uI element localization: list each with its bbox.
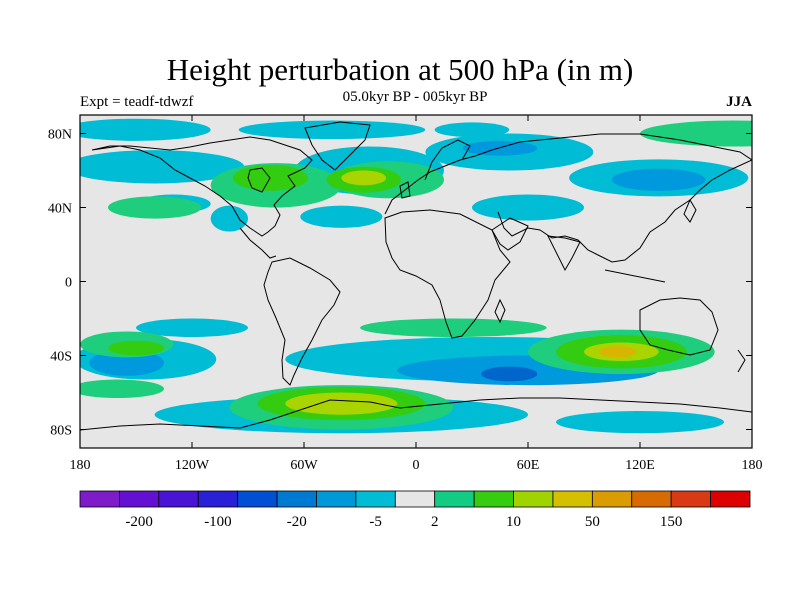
lon-tick-label: 180	[742, 458, 763, 473]
coastline-new-zealand	[737, 349, 746, 373]
coastline-central-america	[239, 227, 277, 259]
colorbar-swatch-5	[276, 490, 317, 508]
contour-band-19	[462, 140, 538, 156]
coastline-asia	[491, 133, 752, 263]
colorbar-label: -100	[204, 514, 232, 530]
experiment-label: Expt = teadf-tdwzf	[80, 94, 194, 110]
lon-tick-label: 0	[413, 458, 420, 473]
contour-band-21	[108, 196, 202, 219]
colorbar-label: 2	[431, 514, 439, 530]
coastline-south-america	[263, 257, 341, 386]
colorbar-swatch-4	[237, 490, 278, 508]
lat-tick-label: 40N	[48, 202, 72, 217]
colorbar-swatch-13	[591, 490, 633, 508]
colorbar-swatch-15	[670, 490, 711, 508]
coastline-hudson-bay	[247, 167, 271, 193]
colorbar-label: -200	[125, 514, 153, 530]
map-axes: 180 120W 60W 0 60E 120E 180 80N 40N 0 40S 80S	[48, 115, 763, 473]
lon-tick-label: 180	[70, 458, 91, 473]
lon-tick-label: 60E	[517, 458, 540, 473]
coastline-scandinavia	[424, 139, 471, 181]
coastline-japan	[683, 198, 697, 223]
lat-tick-label: 80S	[50, 424, 72, 439]
colorbar-label: -5	[369, 514, 382, 530]
colorbar-swatch-6	[316, 490, 357, 508]
colorbar-label: 10	[506, 514, 521, 530]
coastline-africa	[384, 209, 511, 339]
contour-band-2	[434, 122, 510, 138]
contour-band-35	[341, 170, 387, 186]
figure-subtitle: 05.0kyr BP - 005kyr BP	[342, 89, 488, 105]
colorbar-swatch-11	[513, 490, 554, 508]
contour-band-34	[108, 340, 164, 356]
contour-band-1	[238, 120, 426, 140]
coastline-british-isles	[399, 181, 411, 199]
colorbar-swatch-0	[79, 490, 120, 508]
coastline-antarctica	[80, 397, 752, 431]
contour-band-36	[285, 392, 398, 415]
lon-tick-label: 120W	[175, 458, 210, 473]
contour-band-28	[360, 318, 547, 337]
contour-band-10	[210, 205, 248, 232]
lat-tick-label: 40S	[50, 350, 72, 365]
contour-band-17	[89, 349, 164, 376]
coastline-europe	[384, 149, 493, 215]
colorbar-swatch-12	[552, 490, 593, 508]
colorbar-label: -20	[287, 514, 307, 530]
coastline-arabia	[491, 217, 529, 251]
colorbar-swatch-16	[710, 490, 751, 508]
lon-tick-label: 120E	[625, 458, 655, 473]
coastline-greenland	[304, 121, 371, 171]
colorbar-swatch-2	[158, 490, 199, 508]
colorbar-swatch-7	[355, 490, 396, 508]
coastline-indonesia	[604, 269, 666, 283]
contour-band-38	[598, 346, 637, 358]
lat-tick-label: 0	[65, 276, 72, 291]
coastline-india	[547, 235, 581, 272]
contour-band-0	[80, 118, 211, 141]
contour-band-3	[80, 150, 245, 184]
colorbar: -200 -100 -20 -5 2 10 50 150	[79, 490, 751, 530]
colorbar-swatch-10	[473, 490, 514, 508]
colorbar-label: 150	[660, 514, 683, 530]
coastline-north-america	[91, 136, 313, 237]
contour-band-15	[136, 318, 248, 337]
lon-tick-label: 60W	[290, 458, 318, 473]
colorbar-swatch-9	[434, 490, 475, 508]
contour-band-24	[640, 120, 752, 147]
colorbar-swatch-3	[197, 490, 239, 508]
contour-band-14	[556, 411, 724, 434]
contour-band-18	[612, 168, 706, 191]
figure-title: Height perturbation at 500 hPa (in m)	[166, 52, 634, 87]
contour-band-20	[481, 366, 538, 382]
colorbar-label: 50	[585, 514, 600, 530]
lat-tick-label: 80N	[48, 128, 72, 143]
coastline-australia	[639, 297, 719, 356]
colorbar-swatch-14	[631, 490, 672, 508]
colorbar-swatch-1	[119, 490, 160, 508]
contour-band-9	[472, 194, 584, 221]
contour-fill-layer	[80, 118, 752, 434]
colorbar-swatch-8	[394, 490, 436, 508]
coastline-layer	[80, 121, 752, 431]
coastline-madagascar	[494, 298, 506, 324]
contour-band-29	[80, 379, 164, 399]
contour-band-8	[300, 205, 383, 228]
season-label: JJA	[726, 94, 752, 110]
